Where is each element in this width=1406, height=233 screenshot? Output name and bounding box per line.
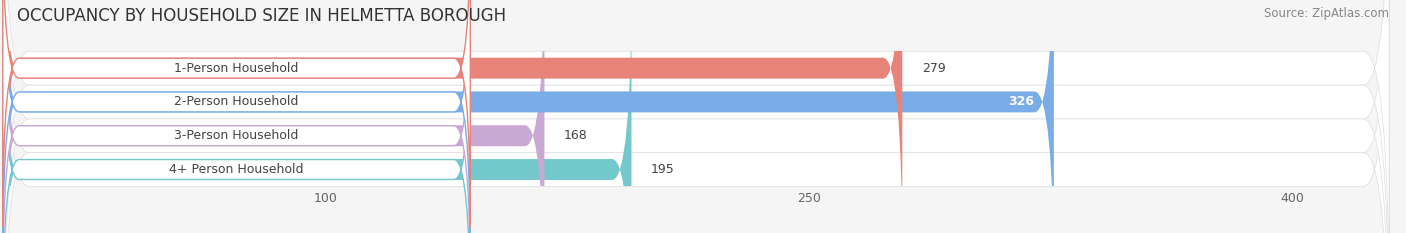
Text: 2-Person Household: 2-Person Household — [174, 96, 298, 108]
Text: Source: ZipAtlas.com: Source: ZipAtlas.com — [1264, 7, 1389, 20]
FancyBboxPatch shape — [3, 0, 470, 233]
FancyBboxPatch shape — [3, 0, 1389, 233]
FancyBboxPatch shape — [3, 0, 1389, 233]
FancyBboxPatch shape — [3, 10, 470, 233]
Text: 168: 168 — [564, 129, 588, 142]
Text: 4+ Person Household: 4+ Person Household — [169, 163, 304, 176]
FancyBboxPatch shape — [3, 0, 903, 233]
FancyBboxPatch shape — [3, 0, 1389, 233]
Text: 326: 326 — [1008, 96, 1035, 108]
Text: 195: 195 — [651, 163, 675, 176]
FancyBboxPatch shape — [3, 0, 544, 233]
Text: 279: 279 — [922, 62, 945, 75]
Text: 1-Person Household: 1-Person Household — [174, 62, 298, 75]
FancyBboxPatch shape — [3, 0, 470, 233]
FancyBboxPatch shape — [3, 0, 631, 233]
FancyBboxPatch shape — [3, 0, 1054, 233]
Text: 3-Person Household: 3-Person Household — [174, 129, 298, 142]
Text: OCCUPANCY BY HOUSEHOLD SIZE IN HELMETTA BOROUGH: OCCUPANCY BY HOUSEHOLD SIZE IN HELMETTA … — [17, 7, 506, 25]
FancyBboxPatch shape — [3, 0, 1389, 233]
FancyBboxPatch shape — [3, 0, 470, 227]
